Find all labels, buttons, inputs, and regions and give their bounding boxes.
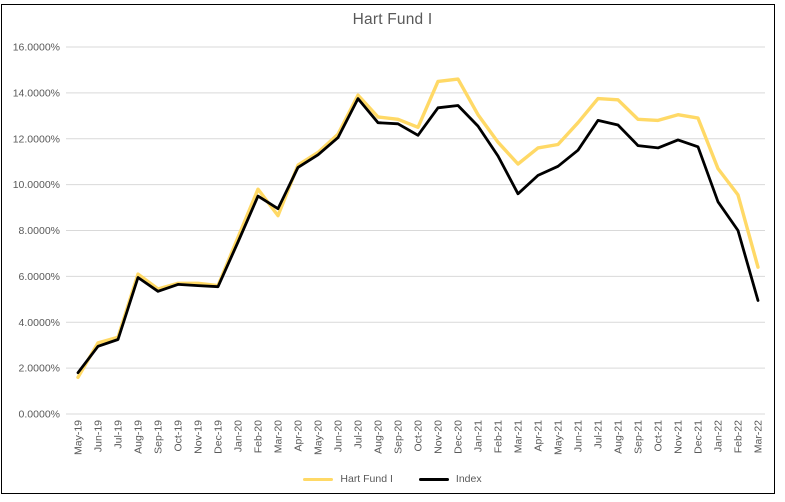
x-axis-tick-label: Aug-19 <box>133 420 145 454</box>
x-axis-tick-label: Sep-21 <box>633 420 645 454</box>
x-axis-tick-label: Jun-21 <box>573 420 585 452</box>
x-axis-tick-label: May-21 <box>553 420 565 455</box>
x-axis-tick-label: Nov-19 <box>193 420 205 454</box>
y-axis-tick-label: 0.0000% <box>19 409 60 421</box>
x-axis-tick-label: Oct-20 <box>413 420 425 452</box>
y-axis-tick-label: 2.0000% <box>19 363 60 375</box>
y-axis-tick-label: 4.0000% <box>19 317 60 329</box>
legend: Hart Fund I Index <box>0 473 785 485</box>
x-axis-tick-label: Feb-22 <box>733 420 745 453</box>
y-axis-tick-label: 10.0000% <box>13 179 60 191</box>
chart-border <box>1 4 775 494</box>
legend-line-swatch-index-icon <box>418 477 449 481</box>
x-axis-tick-label: Mar-22 <box>753 420 765 453</box>
x-axis-tick-label: Jul-21 <box>593 420 605 449</box>
legend-label-index: Index <box>455 473 482 485</box>
x-axis-tick-label: Dec-21 <box>693 420 705 454</box>
y-axis-tick-label: 12.0000% <box>13 133 60 145</box>
y-axis-tick-label: 16.0000% <box>13 42 60 54</box>
chart-title: Hart Fund I <box>352 11 433 28</box>
x-axis-tick-label: Jul-19 <box>113 420 125 449</box>
legend-label-hart-fund: Hart Fund I <box>340 473 393 485</box>
legend-line-swatch-hart-fund-icon <box>303 477 334 481</box>
x-axis-tick-label: Apr-21 <box>533 420 545 452</box>
x-axis-tick-label: Nov-20 <box>433 420 445 454</box>
x-axis-tick-label: Dec-19 <box>213 420 225 454</box>
x-axis-tick-label: Mar-20 <box>273 420 285 453</box>
series-line-hart-fund-i <box>76 77 760 379</box>
x-axis-tick-label: Aug-20 <box>373 420 385 454</box>
x-axis-tick-label: Feb-20 <box>253 420 265 453</box>
x-axis-tick-label: Jan-22 <box>713 420 725 452</box>
legend-item-index: Index <box>418 473 482 485</box>
y-axis-tick-label: 6.0000% <box>19 271 60 283</box>
y-axis-tick-label: 8.0000% <box>19 225 60 237</box>
x-axis-tick-label: Oct-19 <box>173 420 185 452</box>
x-axis-tick-label: Jan-20 <box>233 420 245 452</box>
x-axis-tick-label: Sep-19 <box>153 420 165 454</box>
x-axis-tick-label: Apr-20 <box>293 420 305 452</box>
x-axis-tick-label: Nov-21 <box>673 420 685 454</box>
x-axis-tick-label: Jul-20 <box>353 420 365 449</box>
series-line-index <box>76 97 760 375</box>
x-axis-tick-label: Mar-21 <box>513 420 525 453</box>
x-axis-tick-label: Feb-21 <box>493 420 505 453</box>
x-axis-tick-label: Sep-20 <box>393 420 405 454</box>
x-axis-tick-label: Dec-20 <box>453 420 465 454</box>
x-axis-tick-label: Oct-21 <box>653 420 665 452</box>
x-axis-tick-label: May-19 <box>73 420 85 455</box>
x-axis-tick-label: Jan-21 <box>473 420 485 452</box>
x-axis-tick-label: May-20 <box>313 420 325 455</box>
x-axis-tick-label: Aug-21 <box>613 420 625 454</box>
x-axis-tick-label: Jun-19 <box>93 420 105 452</box>
legend-item-hart-fund: Hart Fund I <box>303 473 393 485</box>
y-axis-tick-label: 14.0000% <box>13 87 60 99</box>
x-axis-tick-label: Jun-20 <box>333 420 345 452</box>
